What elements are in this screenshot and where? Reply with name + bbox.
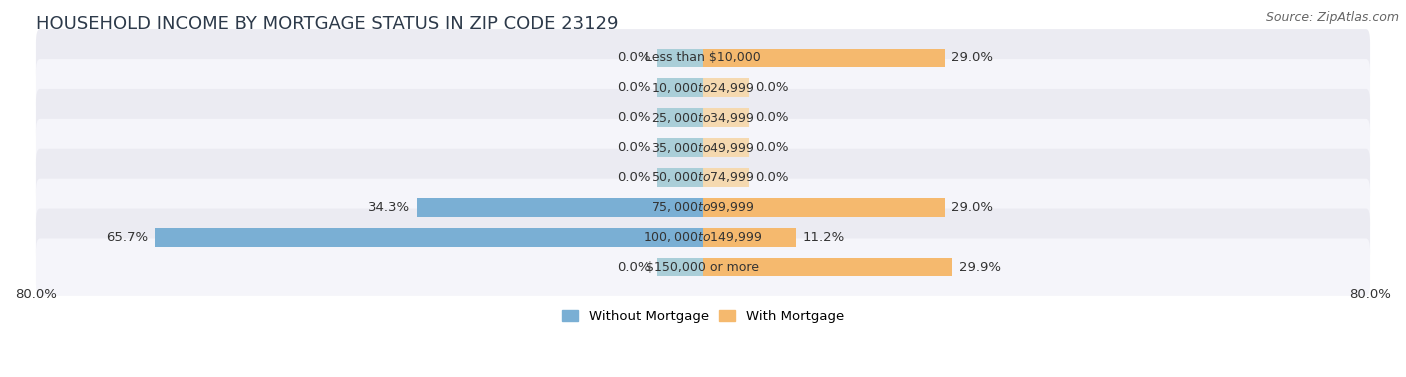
Text: $35,000 to $49,999: $35,000 to $49,999 <box>651 141 755 155</box>
Text: 0.0%: 0.0% <box>617 81 651 94</box>
Text: 65.7%: 65.7% <box>107 231 149 244</box>
Bar <box>703 138 749 157</box>
Bar <box>657 258 703 276</box>
FancyBboxPatch shape <box>37 149 1369 206</box>
Text: 0.0%: 0.0% <box>617 261 651 274</box>
Bar <box>703 198 945 217</box>
FancyBboxPatch shape <box>37 179 1369 236</box>
Text: 29.9%: 29.9% <box>959 261 1001 274</box>
FancyBboxPatch shape <box>37 208 1369 266</box>
Text: 0.0%: 0.0% <box>617 111 651 124</box>
Text: $75,000 to $99,999: $75,000 to $99,999 <box>651 200 755 215</box>
Text: 29.0%: 29.0% <box>952 51 994 64</box>
Text: Source: ZipAtlas.com: Source: ZipAtlas.com <box>1265 11 1399 24</box>
Text: $25,000 to $34,999: $25,000 to $34,999 <box>651 110 755 125</box>
Text: $150,000 or more: $150,000 or more <box>647 261 759 274</box>
Bar <box>657 49 703 67</box>
Text: 0.0%: 0.0% <box>617 171 651 184</box>
Bar <box>703 258 952 276</box>
Text: 0.0%: 0.0% <box>755 171 789 184</box>
FancyBboxPatch shape <box>37 239 1369 296</box>
Text: 29.0%: 29.0% <box>952 201 994 214</box>
FancyBboxPatch shape <box>37 119 1369 176</box>
Text: 34.3%: 34.3% <box>368 201 411 214</box>
Text: 0.0%: 0.0% <box>755 141 789 154</box>
Bar <box>657 78 703 97</box>
Legend: Without Mortgage, With Mortgage: Without Mortgage, With Mortgage <box>557 305 849 328</box>
Text: 0.0%: 0.0% <box>617 51 651 64</box>
Text: $50,000 to $74,999: $50,000 to $74,999 <box>651 170 755 184</box>
FancyBboxPatch shape <box>37 59 1369 116</box>
Bar <box>703 228 796 247</box>
Text: 11.2%: 11.2% <box>803 231 845 244</box>
Text: $100,000 to $149,999: $100,000 to $149,999 <box>644 230 762 244</box>
Text: 0.0%: 0.0% <box>617 141 651 154</box>
Text: 0.0%: 0.0% <box>755 111 789 124</box>
Bar <box>657 108 703 127</box>
Bar <box>657 168 703 187</box>
Bar <box>657 138 703 157</box>
Bar <box>418 198 703 217</box>
Bar <box>155 228 703 247</box>
Text: Less than $10,000: Less than $10,000 <box>645 51 761 64</box>
Bar <box>703 78 749 97</box>
Bar <box>703 108 749 127</box>
Text: $10,000 to $24,999: $10,000 to $24,999 <box>651 81 755 95</box>
Text: 0.0%: 0.0% <box>755 81 789 94</box>
FancyBboxPatch shape <box>37 29 1369 87</box>
FancyBboxPatch shape <box>37 89 1369 146</box>
Text: HOUSEHOLD INCOME BY MORTGAGE STATUS IN ZIP CODE 23129: HOUSEHOLD INCOME BY MORTGAGE STATUS IN Z… <box>37 15 619 33</box>
Bar <box>703 49 945 67</box>
Bar <box>703 168 749 187</box>
